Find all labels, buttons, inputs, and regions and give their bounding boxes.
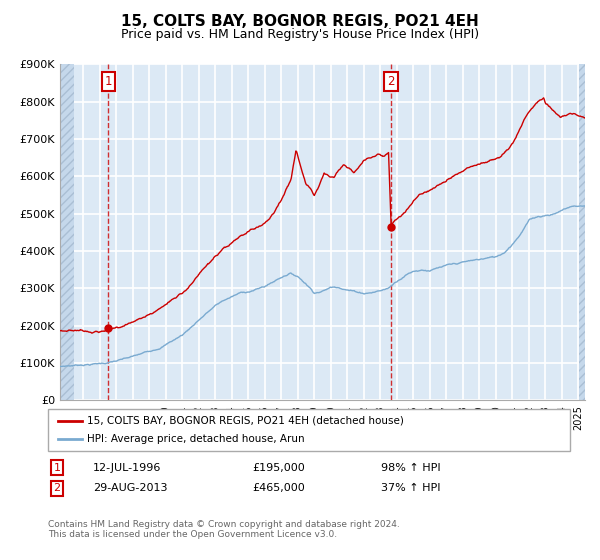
Text: 2: 2 [388,74,395,88]
Text: £195,000: £195,000 [252,463,305,473]
Text: 15, COLTS BAY, BOGNOR REGIS, PO21 4EH (detached house): 15, COLTS BAY, BOGNOR REGIS, PO21 4EH (d… [87,416,404,426]
Text: Price paid vs. HM Land Registry's House Price Index (HPI): Price paid vs. HM Land Registry's House … [121,28,479,41]
Bar [579,64,585,400]
Text: 15, COLTS BAY, BOGNOR REGIS, PO21 4EH: 15, COLTS BAY, BOGNOR REGIS, PO21 4EH [121,14,479,29]
Text: 2: 2 [53,483,61,493]
Text: Contains HM Land Registry data © Crown copyright and database right 2024.
This d: Contains HM Land Registry data © Crown c… [48,520,400,539]
Text: 29-AUG-2013: 29-AUG-2013 [93,483,167,493]
Text: 37% ↑ HPI: 37% ↑ HPI [381,483,440,493]
Text: HPI: Average price, detached house, Arun: HPI: Average price, detached house, Arun [87,434,305,444]
Bar [60,64,74,400]
Text: 98% ↑ HPI: 98% ↑ HPI [381,463,440,473]
Text: £465,000: £465,000 [252,483,305,493]
Text: 1: 1 [53,463,61,473]
Text: 12-JUL-1996: 12-JUL-1996 [93,463,161,473]
FancyBboxPatch shape [48,409,570,451]
Text: 1: 1 [104,74,112,88]
